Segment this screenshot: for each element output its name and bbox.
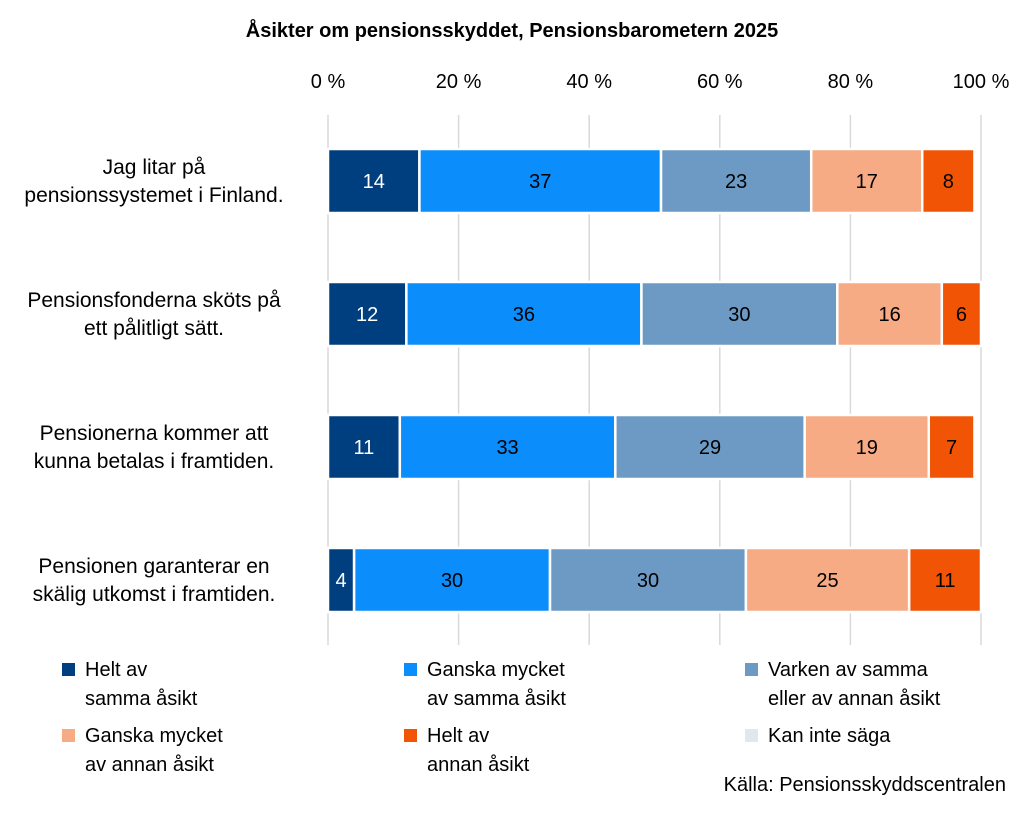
data-label: 8 xyxy=(943,171,954,193)
x-tick-label: 0 % xyxy=(311,71,346,93)
data-label: 6 xyxy=(956,304,967,326)
bar-segment xyxy=(326,413,402,481)
bar-segment xyxy=(927,413,976,481)
data-label: 36 xyxy=(513,304,535,326)
chart-title: Åsikter om pensionsskyddet, Pensionsbaro… xyxy=(246,18,778,42)
data-label: 11 xyxy=(935,570,956,592)
data-label: 7 xyxy=(946,437,957,459)
x-tick-label: 20 % xyxy=(436,71,482,93)
bar-segment xyxy=(836,280,944,348)
data-label: 33 xyxy=(496,437,518,459)
bar-segment xyxy=(809,147,924,215)
data-label: 16 xyxy=(878,304,900,326)
category-label: Pensionen garanterar en skälig utkomst i … xyxy=(33,555,276,606)
x-tick-label: 40 % xyxy=(566,71,612,93)
bar-segment xyxy=(352,546,552,614)
data-label: 29 xyxy=(699,437,721,459)
data-label: 19 xyxy=(856,437,878,459)
category-label: Jag litar på pensionssystemet i Finland. xyxy=(24,156,283,207)
bar-segment xyxy=(803,413,931,481)
bar-segment xyxy=(548,546,748,614)
source-note: Källa: Pensionsskyddscentralen xyxy=(723,774,1006,796)
data-label: 23 xyxy=(725,171,747,193)
category-label: Pensionerna kommer att kunna betalas i fr… xyxy=(34,422,274,473)
data-label: 30 xyxy=(441,570,463,592)
category-label: Pensionsfonderna sköts på ett pålitligt s… xyxy=(27,289,281,340)
x-tick-label: 80 % xyxy=(828,71,874,93)
x-tick-label: 100 % xyxy=(953,71,1010,93)
data-label: 30 xyxy=(637,570,659,592)
bar-segment xyxy=(326,147,421,215)
bar-segment xyxy=(405,280,643,348)
bar-segment xyxy=(907,546,983,614)
data-label: 4 xyxy=(335,570,346,592)
bar-segment xyxy=(398,413,617,481)
bar-segment xyxy=(326,280,408,348)
data-label: 12 xyxy=(356,304,378,326)
data-label: 37 xyxy=(529,171,551,193)
bar-segment xyxy=(940,280,983,348)
data-label: 25 xyxy=(816,570,838,592)
bar-segment xyxy=(614,413,806,481)
data-label: 11 xyxy=(354,437,375,459)
data-label: 14 xyxy=(363,171,385,193)
bar-segment xyxy=(640,280,839,348)
bar-segment xyxy=(920,147,976,215)
data-label: 30 xyxy=(728,304,750,326)
data-label: 17 xyxy=(856,171,878,193)
x-tick-label: 60 % xyxy=(697,71,743,93)
